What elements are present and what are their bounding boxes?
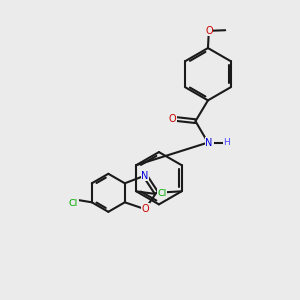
Text: H: H bbox=[224, 138, 230, 147]
Text: N: N bbox=[206, 138, 213, 148]
Text: Cl: Cl bbox=[69, 199, 78, 208]
Text: Cl: Cl bbox=[157, 189, 167, 198]
Text: N: N bbox=[141, 171, 149, 181]
Text: O: O bbox=[169, 114, 176, 124]
Text: O: O bbox=[141, 204, 149, 214]
Text: O: O bbox=[205, 26, 213, 36]
